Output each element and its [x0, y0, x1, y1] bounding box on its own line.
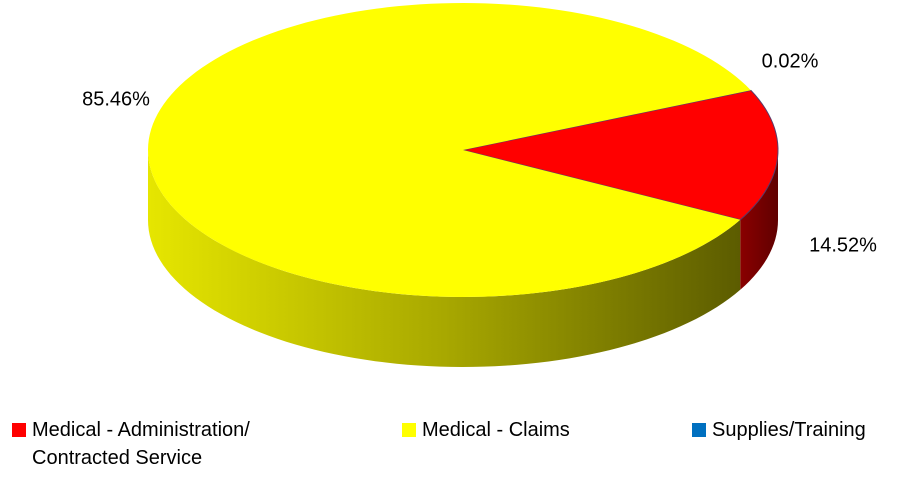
data-label: 14.52% [809, 234, 877, 256]
legend-swatch [12, 423, 26, 437]
legend-swatch [692, 423, 706, 437]
data-label: 85.46% [82, 88, 150, 110]
legend-label: Supplies/Training [712, 419, 866, 441]
slice-side [740, 150, 778, 290]
slice-side [148, 150, 741, 367]
chart: 0.02% 14.52% 85.46% [82, 3, 877, 367]
legend-label: Medical - Administration/ Contracted Ser… [32, 419, 250, 469]
data-label: 0.02% [762, 50, 819, 72]
slice [462, 89, 779, 221]
legend: Medical - Administration/ Contracted Ser… [0, 416, 907, 476]
legend-item: Supplies/Training [692, 416, 902, 444]
slice [148, 3, 751, 297]
pie-sides [148, 150, 778, 367]
legend-label: Medical - Claims [422, 419, 570, 441]
legend-swatch [402, 423, 416, 437]
legend-item: Medical - Administration/ Contracted Ser… [12, 416, 312, 472]
legend-item: Medical - Claims [402, 416, 662, 444]
